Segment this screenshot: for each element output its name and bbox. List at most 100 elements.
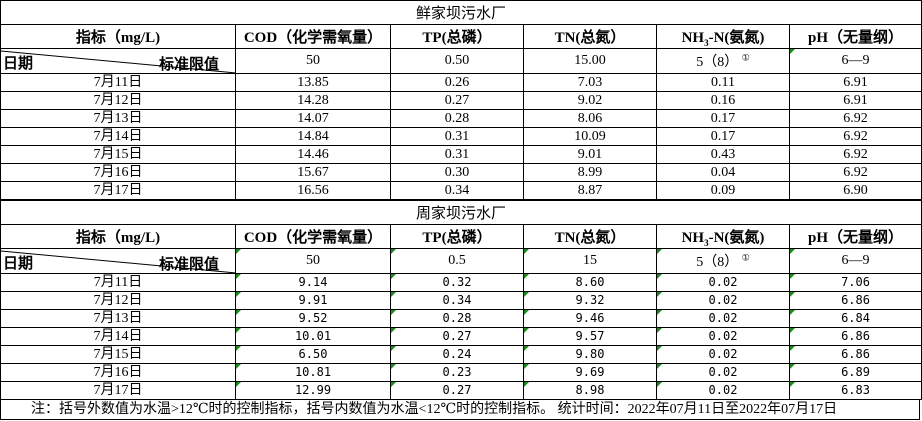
value-cell: 6.91 [788,73,922,92]
value-cell: 6.92 [788,127,922,146]
footnote: 注：括号外数值为水温>12℃时的控制指标，括号内数值为水温<12℃时的控制指标。… [0,400,920,420]
value-cell: 14.28 [235,91,391,110]
value-cell: 6.86 [788,327,922,346]
value-cell: 0.34 [390,181,524,200]
value-cell: 9.52 [235,309,391,328]
value-cell: 0.31 [390,145,524,164]
value-cell: 0.02 [656,327,790,346]
cell-marker-icon [236,310,241,315]
standard-value: 50 [235,248,391,274]
cell-marker-icon [657,382,662,387]
cell-marker-icon [657,310,662,315]
table-row: 7月11日 9.14 0.32 8.60 0.02 7.06 [0,273,922,292]
standard-value: 0.50 [390,48,524,74]
cell-marker-icon [790,328,795,333]
value-cell: 6.92 [788,145,922,164]
cell-marker-icon [657,328,662,333]
value-cell: 14.07 [235,109,391,128]
value-cell: 0.27 [390,381,524,400]
column-header: TP(总磷） [390,224,524,249]
value-cell: 0.02 [656,273,790,292]
cell-marker-icon [657,249,662,254]
column-header: COD（化学需氧量） [235,224,391,249]
value-cell: 0.27 [390,91,524,110]
date-cell: 7月13日 [0,109,236,128]
table-row: 7月12日 9.91 0.34 9.32 0.02 6.86 [0,291,922,310]
value-cell: 10.01 [235,327,391,346]
cell-marker-icon [391,382,396,387]
cell-marker-icon [657,346,662,351]
cell-marker-icon [790,274,795,279]
value-cell: 9.57 [523,327,657,346]
column-header: TN(总氮） [523,224,657,249]
date-cell: 7月14日 [0,127,236,146]
value-cell: 9.69 [523,363,657,382]
plant-name: 周家坝污水厂 [0,200,922,225]
table-row: 7月13日 14.07 0.28 8.06 0.17 6.92 [0,109,922,128]
plant-name: 鲜家坝污水厂 [0,0,922,25]
value-cell: 9.14 [235,273,391,292]
cell-marker-icon [790,249,795,254]
value-cell: 0.11 [656,73,790,92]
value-cell: 14.84 [235,127,391,146]
value-cell: 0.17 [656,109,790,128]
value-cell: 0.26 [390,73,524,92]
table-row: 7月13日 9.52 0.28 9.46 0.02 6.84 [0,309,922,328]
value-cell: 9.01 [523,145,657,164]
column-header: 指标（mg/L) [0,224,236,249]
value-cell: 8.99 [523,163,657,182]
value-cell: 13.85 [235,73,391,92]
cell-marker-icon [790,382,795,387]
date-cell: 7月15日 [0,345,236,364]
date-cell: 7月12日 [0,91,236,110]
cell-marker-icon [236,364,241,369]
cell-marker-icon [524,346,529,351]
column-header: NH3-N(氨氮) [656,24,790,49]
cell-marker-icon [391,328,396,333]
cell-marker-icon [790,310,795,315]
date-cell: 7月15日 [0,145,236,164]
cell-marker-icon [790,346,795,351]
table-row: 7月15日 14.46 0.31 9.01 0.43 6.92 [0,145,922,164]
cell-marker-icon [391,364,396,369]
value-cell: 9.46 [523,309,657,328]
value-cell: 9.02 [523,91,657,110]
date-label: 日期 [3,256,34,272]
cell-marker-icon [524,328,529,333]
value-cell: 0.24 [390,345,524,364]
cell-marker-icon [391,249,396,254]
date-cell: 7月11日 [0,273,236,292]
cell-marker-icon [236,346,241,351]
standard-label: 标准限值 [158,57,219,73]
value-cell: 0.28 [390,309,524,328]
cell-marker-icon [524,274,529,279]
table-row: 7月14日 14.84 0.31 10.09 0.17 6.92 [0,127,922,146]
value-cell: 0.28 [390,109,524,128]
value-cell: 10.81 [235,363,391,382]
date-cell: 7月13日 [0,309,236,328]
value-cell: 0.27 [390,327,524,346]
value-cell: 8.60 [523,273,657,292]
value-cell: 6.83 [788,381,922,400]
cell-marker-icon [524,292,529,297]
value-cell: 0.30 [390,163,524,182]
value-cell: 0.31 [390,127,524,146]
plant-table: 鲜家坝污水厂 指标（mg/L) COD（化学需氧量） TP(总磷） TN(总氮） NH3-… [0,0,922,200]
column-header: TP(总磷） [390,24,524,49]
value-cell: 0.23 [390,363,524,382]
date-cell: 7月11日 [0,73,236,92]
table-row: 7月17日 12.99 0.27 8.98 0.02 6.83 [0,381,922,400]
value-cell: 0.43 [656,145,790,164]
date-label: 日期 [3,56,34,72]
diagonal-header-cell: 日期 标准限值 [0,248,236,274]
cell-marker-icon [524,382,529,387]
value-cell: 8.87 [523,181,657,200]
cell-marker-icon [657,364,662,369]
cell-marker-icon [657,274,662,279]
cell-marker-icon [524,310,529,315]
column-header: TN(总氮） [523,24,657,49]
column-header: pH（无量纲） [788,24,922,49]
column-header: NH3-N(氨氮) [656,224,790,249]
value-cell: 6.86 [788,291,922,310]
cell-marker-icon [790,364,795,369]
